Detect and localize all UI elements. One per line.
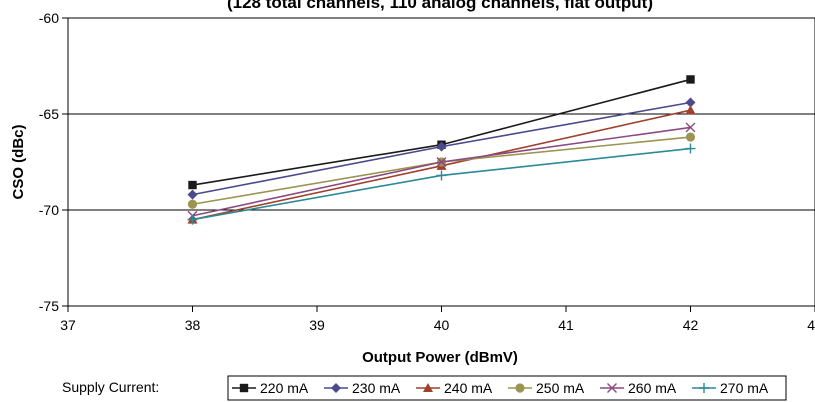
- legend: 220 mA 230 mA 240 mA 250 mA 260 mA 270 mA: [227, 375, 787, 401]
- legend-entry: 270 mA: [692, 380, 769, 396]
- legend-entry: 250 mA: [508, 380, 585, 396]
- x-axis: 37 38 39 40 41 42 43: [60, 306, 815, 333]
- legend-label: 250 mA: [536, 380, 585, 396]
- data-point: [685, 97, 696, 108]
- series-group: [187, 75, 696, 225]
- series-260-ma: [187, 122, 696, 221]
- legend-marker: [423, 383, 433, 392]
- data-point: [685, 143, 696, 154]
- legend-label: 270 mA: [720, 380, 769, 396]
- y-tick-label: -70: [39, 202, 59, 218]
- series-270-ma: [187, 143, 696, 225]
- legend-marker: [515, 383, 525, 393]
- legend-marker: [331, 383, 341, 393]
- legend-label: 220 mA: [260, 380, 309, 396]
- x-tick-label: 39: [309, 317, 325, 333]
- data-point: [436, 170, 447, 181]
- data-point: [187, 189, 198, 200]
- y-tick-label: -60: [39, 10, 59, 26]
- legend-entry: 260 mA: [600, 380, 677, 396]
- x-tick-label: 40: [434, 317, 450, 333]
- legend-entry: 230 mA: [324, 380, 401, 396]
- x-tick-label: 41: [558, 317, 574, 333]
- data-point: [685, 122, 696, 133]
- x-tick-label: 42: [683, 317, 699, 333]
- data-point: [188, 180, 197, 190]
- x-tick-label: 37: [60, 317, 76, 333]
- data-point: [685, 105, 696, 115]
- y-tick-label: -65: [39, 106, 59, 122]
- legend-marker: [607, 383, 617, 393]
- data-point: [187, 199, 198, 209]
- data-point: [685, 132, 696, 142]
- x-axis-label: Output Power (dBmV): [362, 349, 518, 366]
- y-axis: -75 -70 -65 -60: [39, 10, 68, 314]
- data-point: [436, 141, 447, 152]
- chart-title: (128 total channels, 110 analog channels…: [227, 0, 653, 12]
- data-point: [686, 75, 695, 84]
- legend-entry: 240 mA: [416, 380, 493, 396]
- y-axis-label: CSO (dBc): [10, 124, 27, 199]
- legend-marker: [239, 383, 249, 393]
- series-230-ma: [187, 97, 696, 200]
- legend-entry: 220 mA: [232, 380, 309, 396]
- y-tick-label: -75: [39, 298, 59, 314]
- data-point: [187, 214, 198, 225]
- legend-marker: [699, 383, 709, 393]
- data-point: [436, 157, 447, 167]
- legend-label: 260 mA: [628, 380, 677, 396]
- x-tick-label: 43: [807, 317, 815, 333]
- legend-label: 240 mA: [444, 380, 493, 396]
- legend-label: 230 mA: [352, 380, 401, 396]
- legend-title: Supply Current:: [62, 379, 159, 395]
- x-tick-label: 38: [185, 317, 201, 333]
